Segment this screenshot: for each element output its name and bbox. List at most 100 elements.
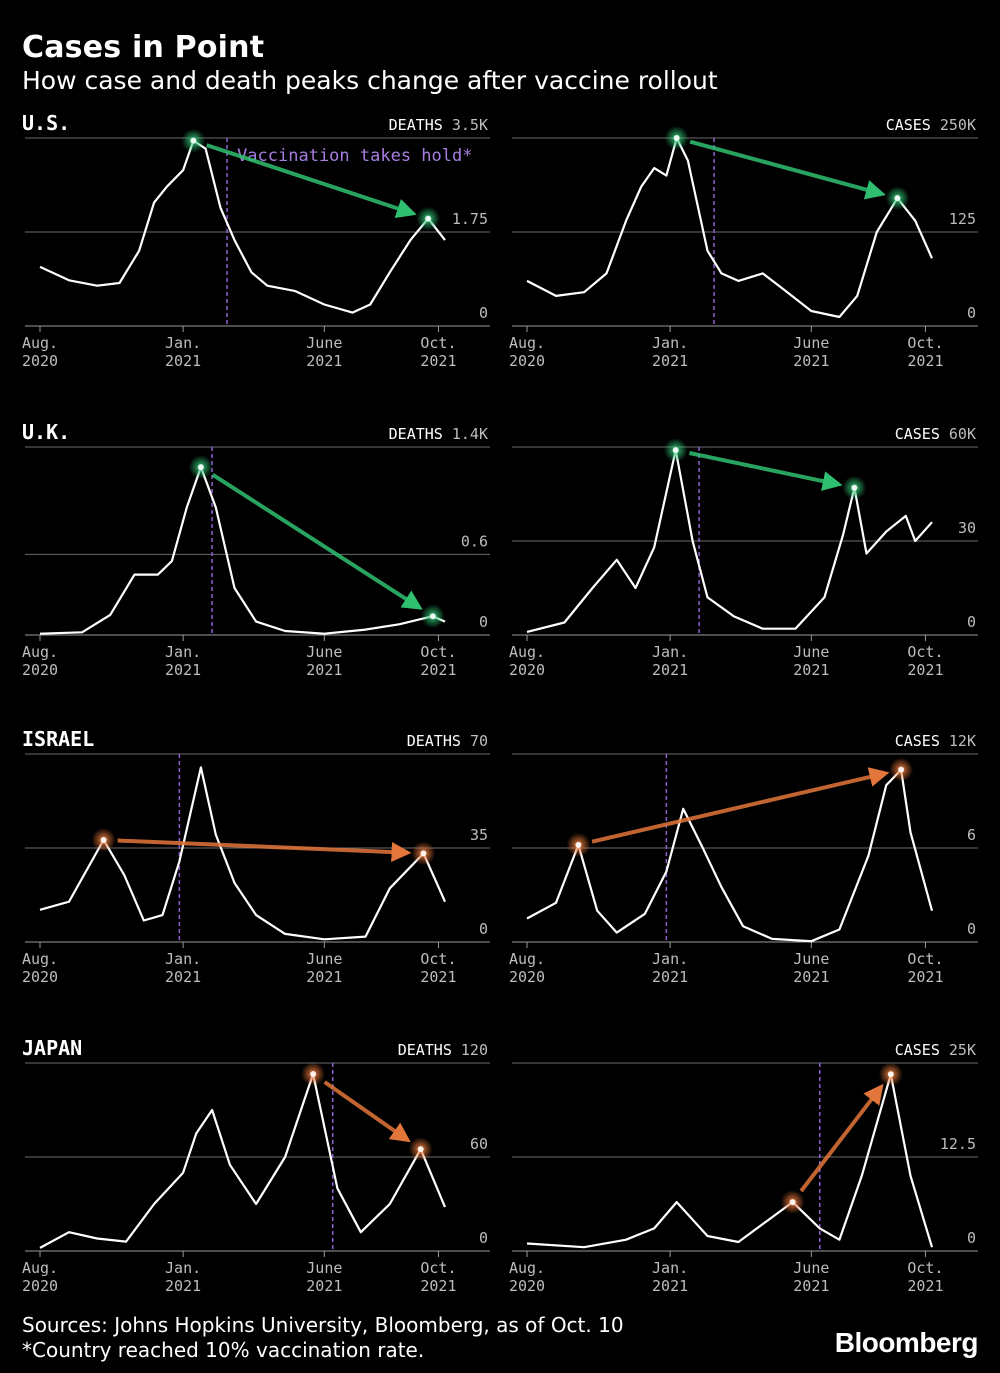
series-line: [526, 136, 934, 319]
series-line: [526, 449, 933, 633]
x-tick-label: 2021: [420, 1277, 456, 1295]
x-tick-label: 2021: [165, 968, 201, 986]
chart-title: Cases in Point: [22, 30, 265, 65]
peak-from-marker-core: [197, 464, 204, 471]
series-line: [39, 1072, 447, 1249]
x-tick-label: 2021: [793, 661, 829, 679]
peak-arrow: [211, 473, 423, 610]
top-value-label: 70: [470, 732, 488, 750]
x-tick-label: Oct.: [420, 1259, 456, 1277]
metric-name: CASES: [895, 732, 949, 750]
peak-to-marker-core: [894, 195, 901, 202]
x-tick-label: 2021: [793, 1277, 829, 1295]
peak-to-marker-core: [851, 484, 858, 491]
x-tick-label: June: [306, 950, 342, 968]
y-tick-label: 0: [479, 304, 488, 322]
x-tick-label: Jan.: [652, 334, 688, 352]
footer: Sources: Johns Hopkins University, Bloom…: [22, 1313, 624, 1363]
x-tick-label: Oct.: [907, 1259, 943, 1277]
peak-from-marker-core: [310, 1070, 317, 1077]
x-tick-label: 2021: [907, 661, 943, 679]
x-tick-label: 2021: [793, 352, 829, 370]
x-tick-label: Oct.: [420, 643, 456, 661]
panel-israel-deaths: ISRAEL DEATHS 70350Aug.2020Jan.2021June20…: [22, 727, 490, 986]
metric-name: DEATHS: [389, 116, 452, 134]
metric-label: DEATHS 120: [398, 1041, 488, 1059]
peak-to-marker-core: [898, 766, 905, 773]
country-label: ISRAEL: [22, 727, 94, 751]
panel-japan-deaths: JAPAN DEATHS 120600Aug.2020Jan.2021June20…: [22, 1036, 490, 1295]
y-tick-label: 60: [470, 1135, 488, 1153]
country-label: U.S.: [22, 111, 70, 135]
y-tick-label: 0: [967, 920, 976, 938]
country-label: JAPAN: [22, 1036, 82, 1060]
peak-arrow: [689, 139, 886, 200]
peak-from-marker-core: [673, 135, 680, 141]
peak-arrow: [591, 767, 890, 844]
x-tick-label: 2021: [420, 661, 456, 679]
x-tick-label: Aug.: [22, 334, 58, 352]
metric-name: DEATHS: [407, 732, 470, 750]
x-tick-label: Jan.: [165, 643, 201, 661]
x-tick-label: Aug.: [509, 643, 545, 661]
panel-uk-deaths: U.K. DEATHS 1.4K0.60Aug.2020Jan.2021June2…: [22, 420, 490, 679]
x-tick-label: 2021: [652, 1277, 688, 1295]
x-tick-label: Oct.: [907, 950, 943, 968]
peak-arrow: [206, 143, 417, 218]
x-tick-label: 2021: [165, 1277, 201, 1295]
series-line: [526, 1073, 934, 1249]
x-tick-label: 2020: [22, 661, 58, 679]
series-line: [526, 768, 934, 943]
metric-label: CASES 250K: [886, 116, 976, 134]
x-tick-label: 2021: [165, 661, 201, 679]
top-value-label: 3.5K: [452, 116, 488, 134]
panel-cases-cases: CASES 60K300Aug.2020Jan.2021June2021Oct.…: [509, 425, 978, 679]
x-tick-label: 2020: [22, 1277, 58, 1295]
x-tick-label: 2021: [652, 661, 688, 679]
panel-cases-cases: CASES 12K60Aug.2020Jan.2021June2021Oct.2…: [509, 732, 978, 986]
country-label: U.K.: [22, 420, 70, 444]
x-tick-label: Aug.: [22, 1259, 58, 1277]
x-tick-label: Oct.: [907, 643, 943, 661]
y-tick-label: 0: [967, 613, 976, 631]
x-tick-label: 2021: [652, 968, 688, 986]
peak-arrow: [323, 1080, 411, 1143]
peak-arrow: [689, 451, 843, 491]
panel-us-deaths: U.S. DEATHS 3.5K1.750Aug.2020Jan.2021June…: [22, 111, 490, 370]
metric-label: CASES 12K: [895, 732, 976, 750]
x-tick-label: June: [793, 334, 829, 352]
top-value-label: 1.4K: [452, 425, 488, 443]
peak-from-marker-core: [190, 137, 197, 144]
metric-name: DEATHS: [398, 1041, 461, 1059]
peak-to-marker-core: [417, 1146, 424, 1153]
y-tick-label: 125: [949, 210, 976, 228]
x-tick-label: 2020: [509, 1277, 545, 1295]
x-tick-label: 2020: [509, 352, 545, 370]
x-tick-label: Aug.: [509, 334, 545, 352]
x-tick-label: June: [306, 1259, 342, 1277]
x-tick-label: 2021: [652, 352, 688, 370]
peak-arrow: [799, 1083, 884, 1193]
metric-name: DEATHS: [389, 425, 452, 443]
series-line: [39, 466, 446, 635]
x-tick-label: 2021: [306, 661, 342, 679]
y-tick-label: 12.5: [940, 1135, 976, 1153]
x-tick-label: June: [793, 950, 829, 968]
y-tick-label: 0: [479, 920, 488, 938]
metric-name: CASES: [895, 1041, 949, 1059]
series-line: [39, 139, 446, 314]
y-tick-label: 6: [967, 826, 976, 844]
vaccination-annotation: Vaccination takes hold*: [237, 146, 472, 166]
series-line: [39, 766, 447, 941]
x-tick-label: 2021: [420, 352, 456, 370]
x-tick-label: Oct.: [907, 334, 943, 352]
peak-to-marker-core: [425, 215, 432, 222]
metric-name: CASES: [895, 425, 949, 443]
x-tick-label: Aug.: [22, 950, 58, 968]
x-tick-label: 2021: [793, 968, 829, 986]
x-tick-label: 2021: [420, 968, 456, 986]
x-tick-label: June: [793, 643, 829, 661]
x-tick-label: June: [306, 643, 342, 661]
x-tick-label: Jan.: [652, 950, 688, 968]
